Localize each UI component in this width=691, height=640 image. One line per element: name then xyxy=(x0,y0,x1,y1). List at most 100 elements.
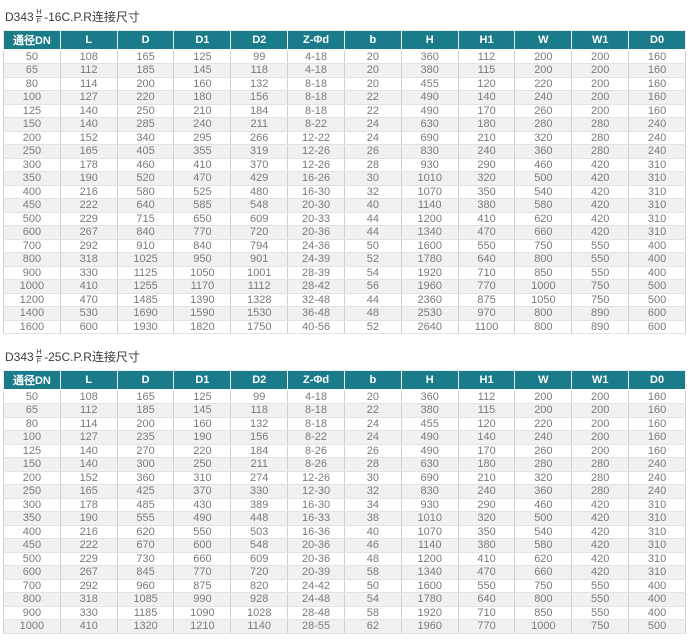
table-cell: 480 xyxy=(230,184,289,199)
header-row: 通径DN L D D1 D2 Z-Φd b H H1 W W1 D0 xyxy=(3,370,686,391)
table-cell: 100 xyxy=(3,430,61,445)
table-cell: 26 xyxy=(343,443,402,458)
table-cell: 420 xyxy=(571,511,630,526)
table-cell: 1112 xyxy=(230,279,289,294)
table-row: 1400 530 1690 1590 1530 36-48 48 2530 970 800 890 6… xyxy=(3,306,686,321)
table-cell: 400 xyxy=(628,592,686,607)
table-cell: 2360 xyxy=(400,292,459,307)
table-cell: 319 xyxy=(230,144,289,159)
table-cell: 340 xyxy=(116,130,175,145)
table-cell: 700 xyxy=(3,238,61,253)
table-cell: 460 xyxy=(514,157,573,172)
column-header: D2 xyxy=(230,30,289,51)
table-cell: 28-55 xyxy=(287,619,345,634)
table-row: 350 190 520 470 429 16-26 30 1010 320 500 420 310 xyxy=(3,171,686,186)
table-cell: 127 xyxy=(59,430,118,445)
table-cell: 720 xyxy=(230,225,289,240)
table-cell: 1255 xyxy=(116,279,175,294)
table-cell: 280 xyxy=(571,470,630,485)
table-cell: 450 xyxy=(3,538,61,553)
table-cell: 20-36 xyxy=(287,538,345,553)
table-row: 400 216 580 525 480 16-30 32 1070 350 540 420 310 xyxy=(3,184,686,199)
table-cell: 52 xyxy=(343,252,402,267)
table-cell: 1960 xyxy=(400,619,459,634)
table-row: 250 165 405 355 319 12-26 26 830 240 360 280 240 xyxy=(3,144,686,159)
table-cell: 370 xyxy=(230,157,289,172)
table-cell: 500 xyxy=(514,171,573,186)
table-cell: 320 xyxy=(514,470,573,485)
table-cell: 710 xyxy=(457,605,516,620)
table-cell: 240 xyxy=(514,430,573,445)
table-cell: 180 xyxy=(457,457,516,472)
dimensions-table-pn25: 通径DN L D D1 D2 Z-Φd b H H1 W W1 D0 50 108 165 125 99 4-1… xyxy=(3,370,686,634)
table-row: 65 112 185 145 118 4-18 20 380 115 200 200 160 xyxy=(3,63,686,78)
table-cell: 240 xyxy=(628,117,686,132)
table-cell: 420 xyxy=(571,157,630,172)
table-row: 400 216 620 550 503 16-36 40 1070 350 540 420 310 xyxy=(3,524,686,539)
table-cell: 140 xyxy=(59,443,118,458)
table-row: 65 112 185 145 118 8-18 22 380 115 200 200 160 xyxy=(3,403,686,418)
table-cell: 267 xyxy=(59,565,118,580)
table-cell: 140 xyxy=(59,457,118,472)
table-cell: 220 xyxy=(173,443,232,458)
table-cell: 460 xyxy=(116,157,175,172)
table-cell: 200 xyxy=(571,90,630,105)
table-cell: 620 xyxy=(116,524,175,539)
table-cell: 310 xyxy=(628,211,686,226)
table-cell: 320 xyxy=(457,171,516,186)
table-cell: 32 xyxy=(343,484,402,499)
table-cell: 160 xyxy=(173,416,232,431)
table-cell: 118 xyxy=(230,63,289,78)
table-cell: 290 xyxy=(457,497,516,512)
table-cell: 160 xyxy=(628,430,686,445)
table-cell: 850 xyxy=(514,605,573,620)
table-cell: 830 xyxy=(400,484,459,499)
table-cell: 400 xyxy=(628,265,686,280)
table-cell: 260 xyxy=(514,443,573,458)
table-cell: 4-18 xyxy=(287,49,345,64)
table-cell: 200 xyxy=(514,63,573,78)
table-cell: 210 xyxy=(173,103,232,118)
table-cell: 700 xyxy=(3,578,61,593)
table-cell: 280 xyxy=(571,484,630,499)
table-cell: 108 xyxy=(59,389,118,404)
table-cell: 370 xyxy=(173,484,232,499)
title-model: D343 xyxy=(5,349,34,364)
table-cell: 140 xyxy=(59,103,118,118)
table-cell: 54 xyxy=(343,265,402,280)
table-cell: 429 xyxy=(230,171,289,186)
table-cell: 1185 xyxy=(116,605,175,620)
table-cell: 960 xyxy=(116,578,175,593)
table-row: 250 165 425 370 330 12-30 32 830 240 360 280 240 xyxy=(3,484,686,499)
table-row: 500 229 730 660 609 20-36 48 1200 410 620 420 310 xyxy=(3,551,686,566)
table-cell: 260 xyxy=(514,103,573,118)
table-cell: 24-42 xyxy=(287,578,345,593)
column-header: 通径DN xyxy=(3,370,61,391)
table-cell: 112 xyxy=(457,49,516,64)
table-cell: 16-30 xyxy=(287,497,345,512)
table-cell: 8-18 xyxy=(287,103,345,118)
table-cell: 1170 xyxy=(173,279,232,294)
table-cell: 1140 xyxy=(230,619,289,634)
table-cell: 580 xyxy=(514,538,573,553)
column-header: D0 xyxy=(628,370,686,391)
table-row: 600 267 840 770 720 20-36 44 1340 470 660 420 310 xyxy=(3,225,686,240)
table-cell: 200 xyxy=(3,130,61,145)
table-cell: 310 xyxy=(628,157,686,172)
table-cell: 222 xyxy=(59,198,118,213)
table-cell: 46 xyxy=(343,538,402,553)
table-cell: 250 xyxy=(116,103,175,118)
table-cell: 200 xyxy=(571,443,630,458)
table-cell: 389 xyxy=(230,497,289,512)
table-cell: 150 xyxy=(3,117,61,132)
table-cell: 80 xyxy=(3,416,61,431)
table-cell: 548 xyxy=(230,198,289,213)
table-row: 500 229 715 650 609 20-33 44 1200 410 620 420 310 xyxy=(3,211,686,226)
table-cell: 145 xyxy=(173,63,232,78)
table-cell: 500 xyxy=(3,211,61,226)
table-cell: 240 xyxy=(514,90,573,105)
table-cell: 1210 xyxy=(173,619,232,634)
table-row: 125 140 270 220 184 8-26 26 490 170 260 200 160 xyxy=(3,443,686,458)
table-cell: 620 xyxy=(514,211,573,226)
table-cell: 170 xyxy=(457,103,516,118)
